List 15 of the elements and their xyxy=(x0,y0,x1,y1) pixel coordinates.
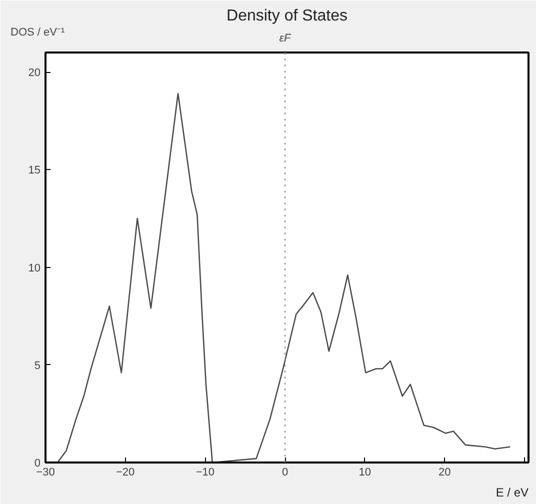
x-tick-label: −30 xyxy=(36,466,55,478)
y-axis-title: DOS / eV⁻¹ xyxy=(10,26,65,38)
y-tick-label: 20 xyxy=(28,67,41,80)
y-tick-label: 10 xyxy=(28,262,41,274)
chart-title: Density of States xyxy=(226,8,348,24)
x-tick-label: −20 xyxy=(116,466,135,478)
x-axis-title: E / eV xyxy=(496,486,529,500)
y-tick-label: 15 xyxy=(28,164,41,177)
y-tick-label: 0 xyxy=(34,458,41,470)
ref-line-label: εF xyxy=(279,32,292,44)
x-tick-label: 20 xyxy=(438,466,451,478)
y-tick-label: 5 xyxy=(34,360,41,372)
x-tick-label: 0 xyxy=(282,466,288,478)
x-tick-label: −10 xyxy=(196,466,215,478)
x-tick-label: 10 xyxy=(358,466,371,478)
